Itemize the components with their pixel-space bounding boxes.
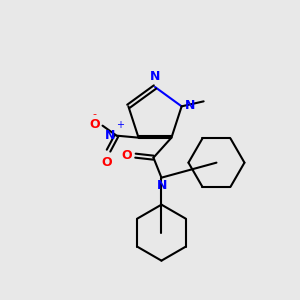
Text: +: + xyxy=(116,120,124,130)
Text: N: N xyxy=(150,70,160,83)
Text: O: O xyxy=(101,156,112,169)
Text: O: O xyxy=(89,118,100,131)
Text: N: N xyxy=(157,179,168,192)
Text: N: N xyxy=(105,129,116,142)
Text: O: O xyxy=(122,149,133,162)
Text: N: N xyxy=(184,99,195,112)
Text: -: - xyxy=(92,109,97,119)
